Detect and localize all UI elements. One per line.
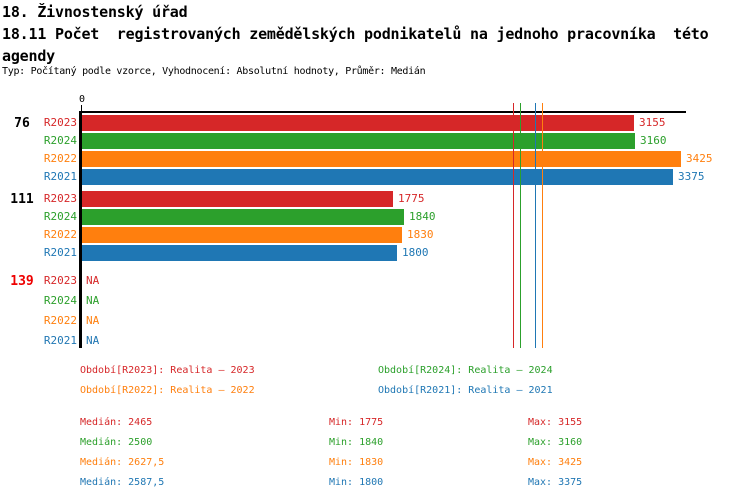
bar-value-label: 1800 bbox=[402, 246, 429, 259]
axis-top-line bbox=[79, 111, 686, 113]
bar bbox=[82, 191, 393, 207]
median-line-R2023 bbox=[513, 103, 514, 348]
axis-tick bbox=[81, 105, 82, 112]
axis-vertical-line bbox=[79, 111, 82, 348]
bar-series-label: R2024 bbox=[43, 294, 77, 307]
median-line-R2022 bbox=[542, 103, 543, 348]
bar bbox=[82, 115, 634, 131]
group-label: 139 bbox=[10, 274, 34, 289]
na-value-label: NA bbox=[86, 294, 100, 307]
bar-series-label: R2023 bbox=[43, 116, 77, 129]
median-line-R2024 bbox=[520, 103, 521, 348]
indicator-meta-line: Typ: Počítaný podle vzorce, Vyhodnocení:… bbox=[2, 66, 426, 77]
group-label: 76 bbox=[14, 116, 30, 131]
bar bbox=[82, 169, 673, 185]
bar-value-label: 3375 bbox=[678, 170, 705, 183]
axis-origin-label: 0 bbox=[78, 94, 86, 105]
max-stat-R2024: Max: 3160 bbox=[528, 437, 583, 448]
min-stat-R2021: Min: 1800 bbox=[329, 477, 384, 488]
bar-series-label: R2024 bbox=[43, 210, 77, 223]
group-label: 111 bbox=[10, 192, 34, 207]
min-stat-R2023: Min: 1775 bbox=[329, 417, 384, 428]
max-stat-R2022: Max: 3425 bbox=[528, 457, 583, 468]
bar-series-label: R2024 bbox=[43, 134, 77, 147]
bar-series-label: R2022 bbox=[43, 314, 77, 327]
na-value-label: NA bbox=[86, 274, 100, 287]
bar bbox=[82, 133, 635, 149]
bar-series-label: R2022 bbox=[43, 228, 77, 241]
bar-value-label: 3425 bbox=[686, 152, 713, 165]
indicator-subtitle-line2: agendy bbox=[2, 47, 55, 65]
legend-item-R2024: Období[R2024]: Realita – 2024 bbox=[378, 365, 553, 376]
bar-value-label: 1775 bbox=[398, 192, 425, 205]
bar-value-label: 1830 bbox=[407, 228, 434, 241]
bar bbox=[82, 209, 404, 225]
na-value-label: NA bbox=[86, 334, 100, 347]
bar-series-label: R2021 bbox=[43, 334, 77, 347]
median-line-R2021 bbox=[535, 103, 536, 348]
na-value-label: NA bbox=[86, 314, 100, 327]
min-stat-R2022: Min: 1830 bbox=[329, 457, 384, 468]
legend-item-R2021: Období[R2021]: Realita – 2021 bbox=[378, 385, 553, 396]
bar-value-label: 1840 bbox=[409, 210, 436, 223]
bar-value-label: 3155 bbox=[639, 116, 666, 129]
median-stat-R2022: Medián: 2627,5 bbox=[80, 457, 165, 468]
median-stat-R2023: Medián: 2465 bbox=[80, 417, 153, 428]
max-stat-R2023: Max: 3155 bbox=[528, 417, 583, 428]
legend-item-R2023: Období[R2023]: Realita – 2023 bbox=[80, 365, 255, 376]
indicator-subtitle-line1: 18.11 Počet registrovaných zemědělských … bbox=[2, 25, 709, 43]
median-stat-R2024: Medián: 2500 bbox=[80, 437, 153, 448]
bar bbox=[82, 227, 402, 243]
legend-item-R2022: Období[R2022]: Realita – 2022 bbox=[80, 385, 255, 396]
bar-series-label: R2021 bbox=[43, 246, 77, 259]
bar-series-label: R2023 bbox=[43, 192, 77, 205]
bar-series-label: R2023 bbox=[43, 274, 77, 287]
bar bbox=[82, 245, 397, 261]
bar-series-label: R2021 bbox=[43, 170, 77, 183]
bar-value-label: 3160 bbox=[640, 134, 667, 147]
min-stat-R2024: Min: 1840 bbox=[329, 437, 384, 448]
bar bbox=[82, 151, 681, 167]
median-stat-R2021: Medián: 2587,5 bbox=[80, 477, 165, 488]
page-title: 18. Živnostenský úřad bbox=[2, 3, 188, 21]
bar-series-label: R2022 bbox=[43, 152, 77, 165]
max-stat-R2021: Max: 3375 bbox=[528, 477, 583, 488]
